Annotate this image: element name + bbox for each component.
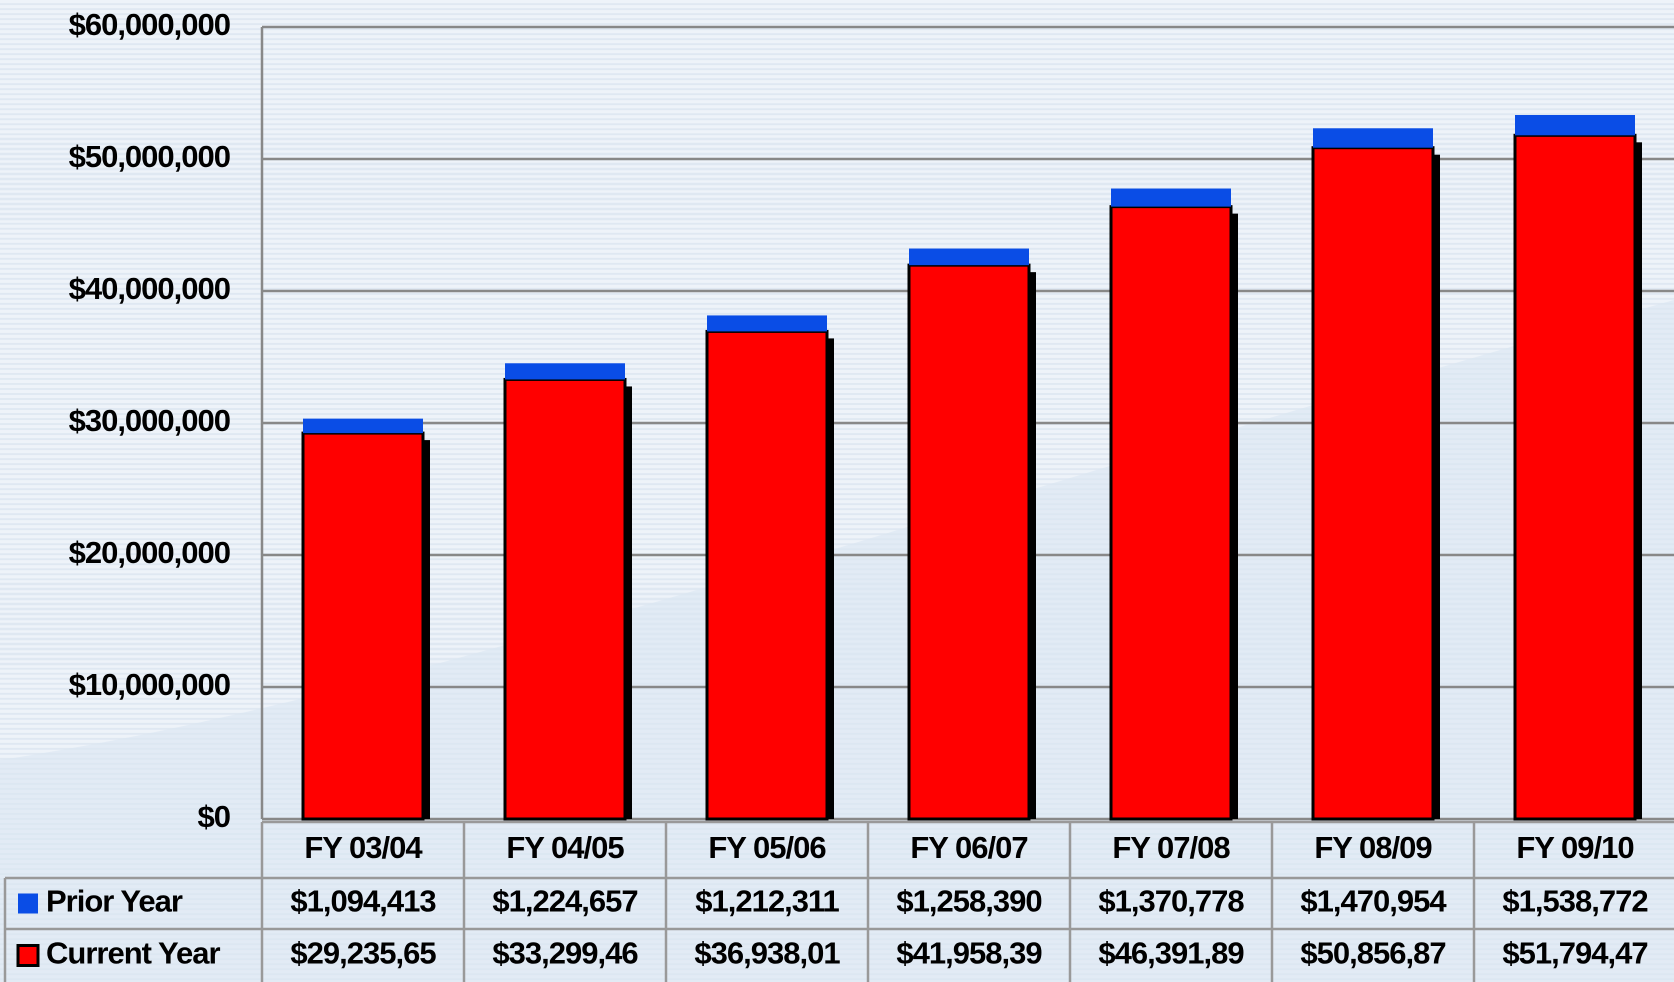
legend-label: Prior Year [46, 884, 183, 919]
table-value: $41,958,39 [896, 936, 1042, 971]
y-tick-label: $10,000,000 [69, 667, 230, 702]
table-value: $51,794,47 [1502, 936, 1647, 971]
bar [705, 329, 829, 821]
table-value: $1,258,390 [896, 884, 1041, 919]
bar [909, 248, 1029, 266]
bar [1109, 205, 1233, 821]
table-value: $29,235,65 [290, 936, 436, 971]
bar [1111, 188, 1231, 207]
bar [303, 418, 423, 434]
bar [1313, 128, 1433, 148]
x-tick-label: FY 05/06 [708, 830, 826, 865]
legend-swatch [18, 893, 38, 914]
y-tick-label: $60,000,000 [69, 7, 230, 42]
table-value: $1,212,311 [695, 884, 839, 919]
bar [907, 263, 1031, 821]
legend-label: Current Year [46, 936, 220, 971]
bar [707, 315, 827, 332]
table-value: $1,094,413 [290, 884, 436, 919]
table-value: $50,856,87 [1300, 936, 1445, 971]
y-tick-label: $0 [198, 799, 230, 834]
bar [503, 377, 627, 821]
bar [1513, 133, 1637, 821]
x-tick-label: FY 06/07 [910, 830, 1027, 865]
bar [505, 363, 625, 380]
y-tick-label: $50,000,000 [69, 139, 230, 174]
table-value: $33,299,46 [492, 936, 638, 971]
x-tick-label: FY 04/05 [506, 830, 624, 865]
x-tick-label: FY 03/04 [304, 830, 423, 865]
x-tick-label: FY 09/10 [1516, 830, 1633, 865]
bar [1311, 146, 1435, 821]
legend-swatch [16, 944, 40, 967]
table-value: $46,391,89 [1098, 936, 1244, 971]
bar [301, 431, 425, 821]
table-value: $1,370,778 [1098, 884, 1244, 919]
y-tick-label: $20,000,000 [69, 535, 230, 570]
table-value: $36,938,01 [694, 936, 840, 971]
x-tick-label: FY 07/08 [1112, 830, 1230, 865]
table-value: $1,224,657 [492, 884, 637, 919]
y-tick-label: $40,000,000 [69, 271, 230, 306]
x-tick-label: FY 08/09 [1314, 830, 1432, 865]
y-tick-label: $30,000,000 [69, 403, 230, 438]
table-value: $1,470,954 [1300, 884, 1447, 919]
bar [1515, 115, 1635, 136]
table-value: $1,538,772 [1502, 884, 1647, 919]
